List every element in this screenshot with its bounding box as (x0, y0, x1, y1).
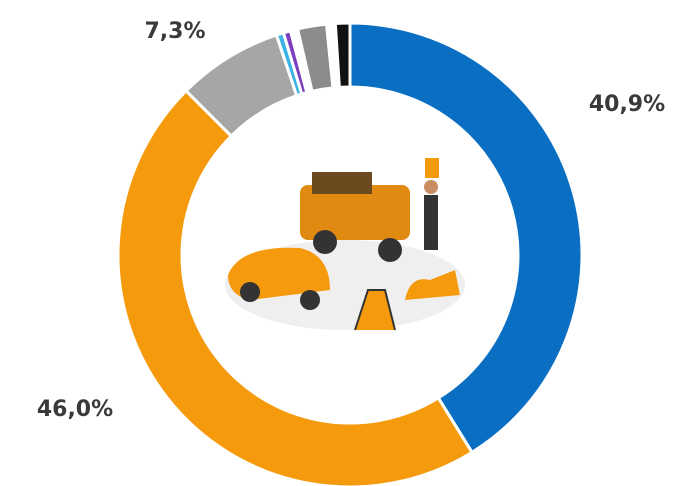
donut-segment (116, 88, 475, 486)
donut-segment (348, 21, 584, 455)
wheel (378, 238, 402, 262)
jeep-roof (312, 172, 372, 194)
jeep (300, 185, 410, 240)
scooter (405, 270, 460, 300)
sign (354, 289, 396, 331)
illustration (225, 158, 465, 331)
person-head (424, 180, 438, 194)
wheel (240, 282, 260, 302)
value-label: 46,0% (37, 397, 113, 422)
wheel (313, 230, 337, 254)
value-label: 7,3% (144, 19, 205, 44)
tag (425, 158, 439, 178)
value-label: 40,9% (589, 92, 665, 117)
wheel (300, 290, 320, 310)
donut-segment (333, 21, 352, 89)
person (424, 195, 438, 250)
